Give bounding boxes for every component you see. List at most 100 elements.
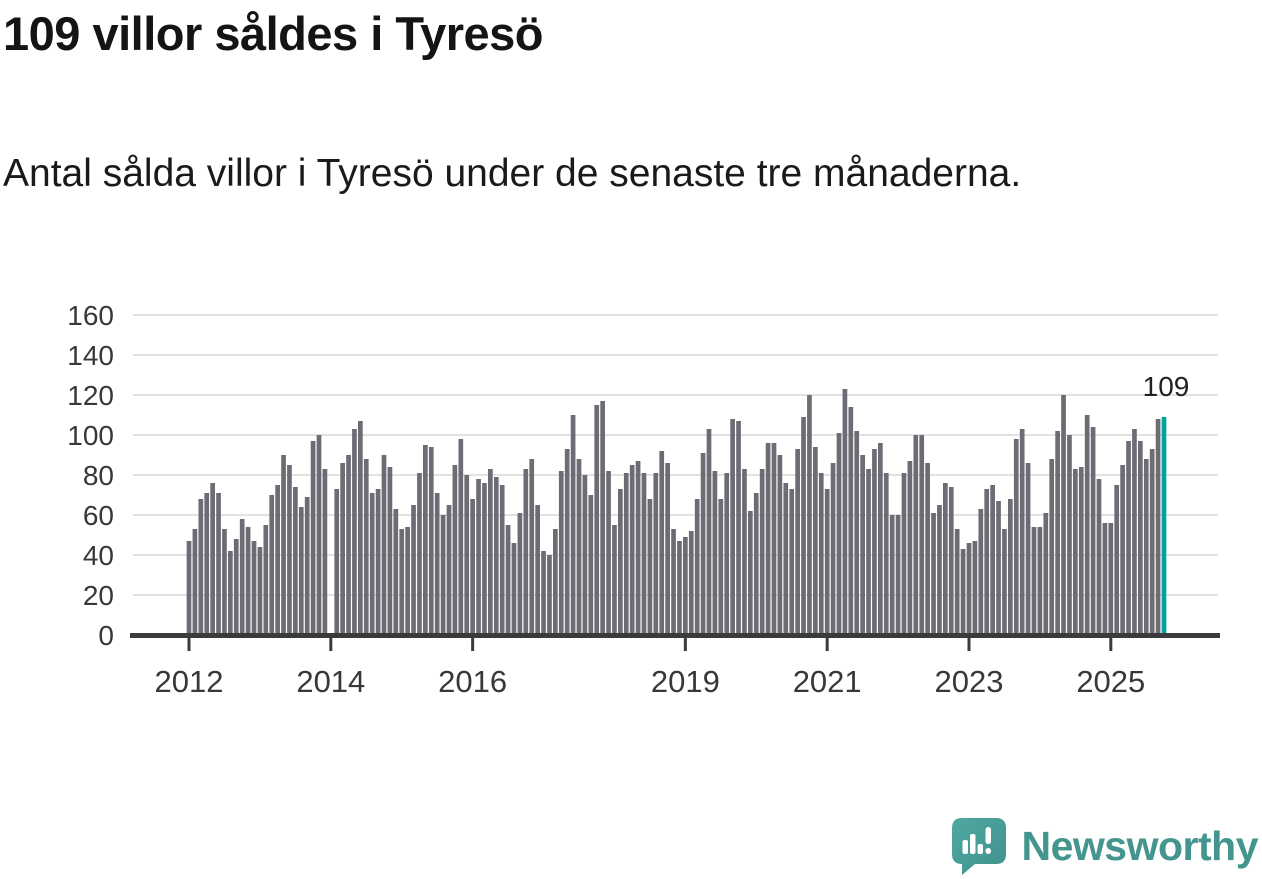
bar — [334, 489, 340, 635]
bar — [517, 513, 523, 635]
x-tick-label: 2025 — [1076, 664, 1145, 699]
bar — [523, 469, 529, 635]
bar — [310, 441, 316, 635]
y-tick-label: 100 — [67, 420, 114, 451]
bar — [937, 505, 942, 635]
bar — [387, 467, 393, 635]
bar — [659, 451, 665, 635]
bar — [960, 549, 966, 635]
y-tick-label: 20 — [83, 580, 114, 611]
bar — [736, 421, 741, 635]
bar — [677, 541, 682, 635]
bar — [529, 459, 535, 635]
bar — [901, 473, 907, 635]
bar — [222, 529, 227, 635]
bar — [541, 551, 546, 635]
y-tick-label: 160 — [67, 300, 114, 331]
bar — [895, 515, 901, 635]
mini-bar-chart-glyph — [962, 834, 983, 854]
newsworthy-logo-bubble-icon — [951, 818, 1006, 875]
bar — [1043, 513, 1049, 635]
bar — [836, 433, 842, 635]
newsworthy-logo: Newsworthy — [951, 818, 1259, 875]
bar — [287, 465, 292, 635]
bar — [807, 395, 812, 635]
bar — [269, 495, 275, 635]
y-tick-label: 140 — [67, 340, 114, 371]
x-tick-label: 2012 — [155, 664, 224, 699]
x-axis-line — [130, 633, 1220, 638]
bar — [765, 443, 771, 635]
bar — [1090, 427, 1096, 635]
bar — [712, 471, 718, 635]
bar — [245, 527, 251, 635]
bar — [1037, 527, 1043, 635]
x-tick-label: 2023 — [935, 664, 1004, 699]
bar — [558, 471, 564, 635]
bar — [576, 459, 582, 635]
bar — [210, 483, 215, 635]
bar — [1138, 441, 1143, 635]
bar — [730, 419, 735, 635]
bar — [547, 555, 552, 635]
bar — [340, 463, 345, 635]
bar — [984, 489, 990, 635]
bar — [1120, 465, 1125, 635]
bar — [783, 483, 789, 635]
bar — [688, 531, 694, 635]
bar — [629, 465, 635, 635]
bar — [913, 435, 919, 635]
bar — [316, 435, 322, 635]
bar — [600, 401, 605, 635]
bar — [423, 445, 428, 635]
bar — [322, 469, 328, 635]
bar — [907, 461, 913, 635]
bar — [375, 489, 381, 635]
bar — [488, 469, 493, 635]
bar — [1073, 469, 1078, 635]
bar — [795, 449, 800, 635]
bar — [623, 473, 629, 635]
bar — [753, 493, 759, 635]
bar — [1096, 479, 1102, 635]
bar — [464, 475, 470, 635]
bar — [482, 483, 487, 635]
x-tick-label: 2016 — [438, 664, 507, 699]
bar — [635, 461, 641, 635]
bar — [996, 501, 1001, 635]
bar — [931, 513, 936, 635]
bar — [393, 509, 399, 635]
bar — [352, 429, 357, 635]
bar — [1149, 449, 1155, 635]
bar — [511, 543, 517, 635]
bar — [588, 495, 594, 635]
bar — [192, 529, 198, 635]
chart-subtitle: Antal sålda villor i Tyresö under de sen… — [3, 152, 1022, 195]
bar — [943, 483, 948, 635]
bar — [1031, 527, 1037, 635]
bar — [1002, 529, 1007, 635]
exclamation-glyph — [985, 827, 991, 854]
bar — [281, 455, 286, 635]
bar — [216, 493, 221, 635]
bar — [742, 469, 747, 635]
bar — [966, 543, 972, 635]
bar — [570, 415, 576, 635]
bar — [251, 541, 257, 635]
bar — [582, 475, 588, 635]
bar — [925, 463, 930, 635]
newsworthy-logo-text: Newsworthy — [1021, 823, 1259, 869]
bar — [866, 469, 871, 635]
bar — [978, 509, 984, 635]
bar — [1114, 485, 1120, 635]
bar — [257, 547, 263, 635]
bar — [1155, 419, 1161, 635]
bar — [718, 499, 724, 635]
bar — [972, 541, 978, 635]
y-tick-label: 80 — [83, 460, 114, 491]
bar — [446, 505, 452, 635]
bar — [358, 421, 363, 635]
bar — [476, 479, 481, 635]
bar — [399, 529, 405, 635]
